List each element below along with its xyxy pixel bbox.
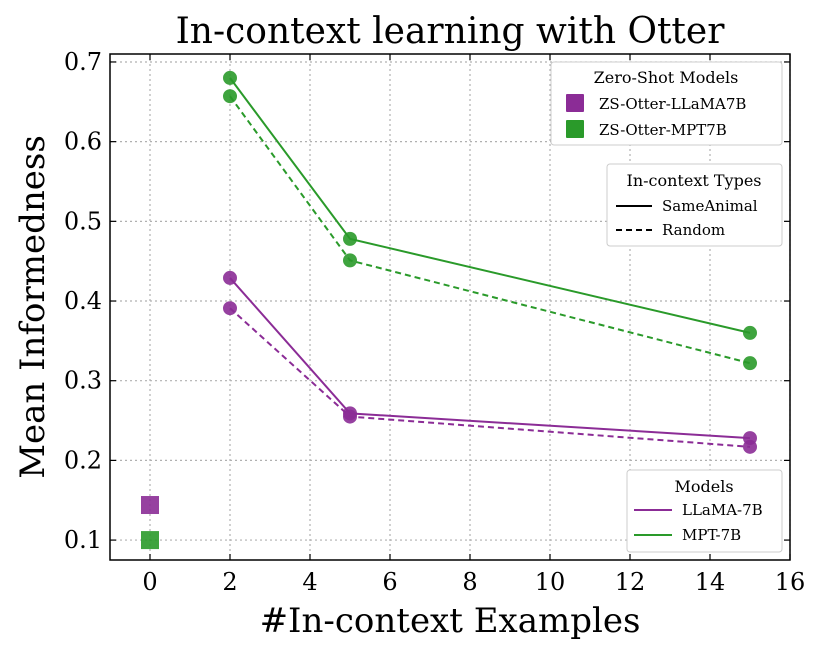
y-axis-label: Mean Informedness [13,135,53,479]
x-tick-label: 2 [222,568,237,596]
y-tick-label: 0.2 [64,446,102,474]
legend-label-zs-mpt: ZS-Otter-MPT7B [599,121,727,139]
zero-shot-marker-zs-otter-llama7b [141,496,159,515]
legend-label-mpt: MPT-7B [682,526,741,544]
y-tick-label: 0.3 [64,367,102,395]
data-point [743,439,757,454]
y-tick-label: 0.4 [64,287,102,315]
legend-zero-shot-title: Zero-Shot Models [594,68,739,87]
legend-types-title: In-context Types [627,171,762,190]
legend-label-sameanimal: SameAnimal [662,197,758,215]
x-tick-label: 6 [382,568,397,596]
x-tick-label: 14 [695,568,726,596]
data-point [343,253,357,268]
series-line-llama-7b-random [229,307,751,448]
x-tick-label: 10 [535,568,566,596]
x-tick-label: 4 [302,568,317,596]
data-point [343,231,357,246]
data-point [223,70,237,85]
legend-label-llama: LLaMA-7B [682,501,763,519]
legend-swatch-zs-llama [566,94,584,112]
chart-title: In-context learning with Otter [176,11,726,52]
data-point [743,325,757,340]
legend-types: In-context Types SameAnimal Random [606,163,783,247]
legend-label-zs-llama: ZS-Otter-LLaMA7B [599,95,746,113]
y-tick-label: 0.7 [64,48,102,76]
plot-frame [109,53,791,561]
x-axis-label: #In-context Examples [260,601,641,641]
x-tick-label: 12 [615,568,646,596]
legend-label-random: Random [662,221,725,239]
data-point [223,301,237,316]
y-tick-label: 0.6 [64,128,102,156]
y-tick-label: 0.5 [64,207,102,235]
ticks: 0 2 4 6 8 10 12 14 16 0.1 0.2 0.3 0.4 0.5 0.6 0.7 [64,48,805,596]
data-point [223,270,237,285]
data-point [743,356,757,371]
data-point [223,89,237,104]
data-point [343,409,357,424]
legend-zero-shot: Zero-Shot Models ZS-Otter-LLaMA7B ZS-Ott… [550,61,783,146]
series-line-llama-7b-sameanimal [229,277,751,440]
series-layer [141,70,757,550]
x-tick-label: 8 [462,568,477,596]
legend-models-title: Models [674,477,733,496]
x-tick-label: 0 [142,568,157,596]
x-tick-label: 16 [775,568,806,596]
zero-shot-marker-zs-otter-mpt7b [141,531,159,550]
legend-models: Models LLaMA-7B MPT-7B [626,469,783,553]
legend-swatch-zs-mpt [566,120,584,138]
y-tick-label: 0.1 [64,526,102,554]
